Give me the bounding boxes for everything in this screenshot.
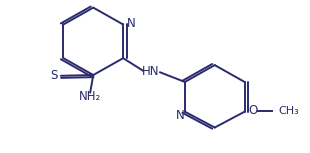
Text: N: N: [126, 17, 135, 30]
Text: O: O: [249, 104, 258, 117]
Text: HN: HN: [142, 65, 160, 78]
Text: NH₂: NH₂: [79, 90, 101, 103]
Text: CH₃: CH₃: [278, 106, 299, 116]
Text: S: S: [50, 69, 57, 82]
Text: N: N: [176, 109, 185, 122]
